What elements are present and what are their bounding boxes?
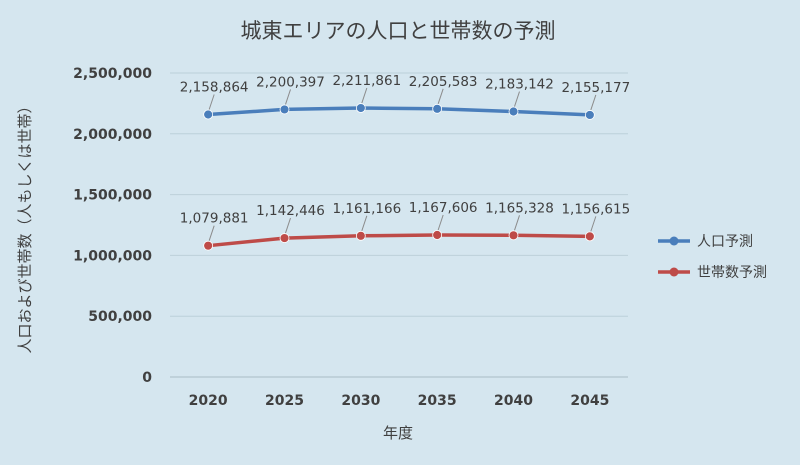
data-labels: 2,158,864 2,200,397 2,211,861 2,205,583 2,18… [180, 73, 630, 241]
data-point [432, 230, 443, 240]
y-tick-label: 0 [142, 370, 152, 386]
data-label: 1,165,328 [485, 200, 554, 216]
y-axis-label: 人口および世帯数（人もしくは世帯） [16, 98, 34, 353]
data-point [355, 230, 366, 241]
data-label-leader [590, 94, 597, 111]
data-label: 1,167,606 [409, 200, 478, 216]
legend-label-1: 人口予測 [697, 234, 753, 250]
data-point [432, 103, 443, 114]
data-label: 2,211,861 [332, 73, 401, 89]
x-tick-label: 2025 [265, 393, 304, 409]
data-point [584, 231, 595, 242]
data-label-leader [361, 215, 368, 231]
data-label-leader [437, 214, 444, 231]
x-tick-label: 2045 [570, 393, 609, 409]
x-tick-label: 2020 [189, 393, 228, 409]
data-label-leader [361, 87, 368, 104]
x-tick-label: 2030 [341, 393, 380, 409]
data-label-leader [208, 94, 215, 110]
data-label: 1,079,881 [180, 211, 249, 227]
data-label: 1,161,166 [332, 201, 401, 217]
data-point [279, 233, 290, 243]
legend-label-2: 世帯数予測 [697, 265, 767, 281]
chart-title: 城東エリアの人口と世帯数の予測 [241, 19, 556, 43]
y-axis-ticks: 0 500,000 1,000,000 1,500,000 2,000,000 2,500… [73, 66, 152, 386]
x-axis-label: 年度 [383, 424, 413, 442]
data-point [508, 230, 519, 241]
legend-marker-2 [669, 267, 679, 277]
legend-marker-1 [669, 236, 679, 246]
data-label: 2,200,397 [256, 74, 325, 90]
data-label: 1,142,446 [256, 203, 325, 219]
data-label-leader [590, 216, 597, 232]
data-label-leader [285, 89, 291, 105]
data-point [203, 109, 214, 120]
data-label: 2,205,583 [409, 74, 478, 90]
y-tick-label: 500,000 [88, 309, 152, 325]
y-tick-label: 2,000,000 [73, 127, 152, 143]
x-tick-label: 2035 [418, 393, 457, 409]
data-point [584, 110, 595, 120]
series [203, 103, 595, 251]
data-label-leader [437, 88, 444, 104]
data-label-leader [514, 215, 520, 231]
data-point [279, 104, 290, 115]
series-line-1 [206, 106, 592, 117]
data-label-leader [208, 225, 215, 241]
data-label-leader [285, 217, 291, 234]
y-tick-label: 1,000,000 [73, 248, 152, 264]
data-point [355, 103, 366, 113]
data-label: 2,183,142 [485, 77, 554, 93]
data-label: 2,155,177 [561, 80, 630, 96]
x-axis-ticks: 2020 2025 2030 2035 2040 2045 [189, 393, 610, 409]
data-label: 1,156,615 [561, 201, 630, 217]
gridlines [170, 72, 628, 378]
y-tick-label: 1,500,000 [73, 188, 152, 204]
data-label: 2,158,864 [180, 79, 249, 95]
x-tick-label: 2040 [494, 393, 533, 409]
data-point [203, 240, 214, 251]
series-line-2 [206, 233, 592, 248]
data-point [508, 106, 519, 117]
data-label-leader [514, 91, 520, 107]
y-tick-label: 2,500,000 [73, 66, 152, 82]
